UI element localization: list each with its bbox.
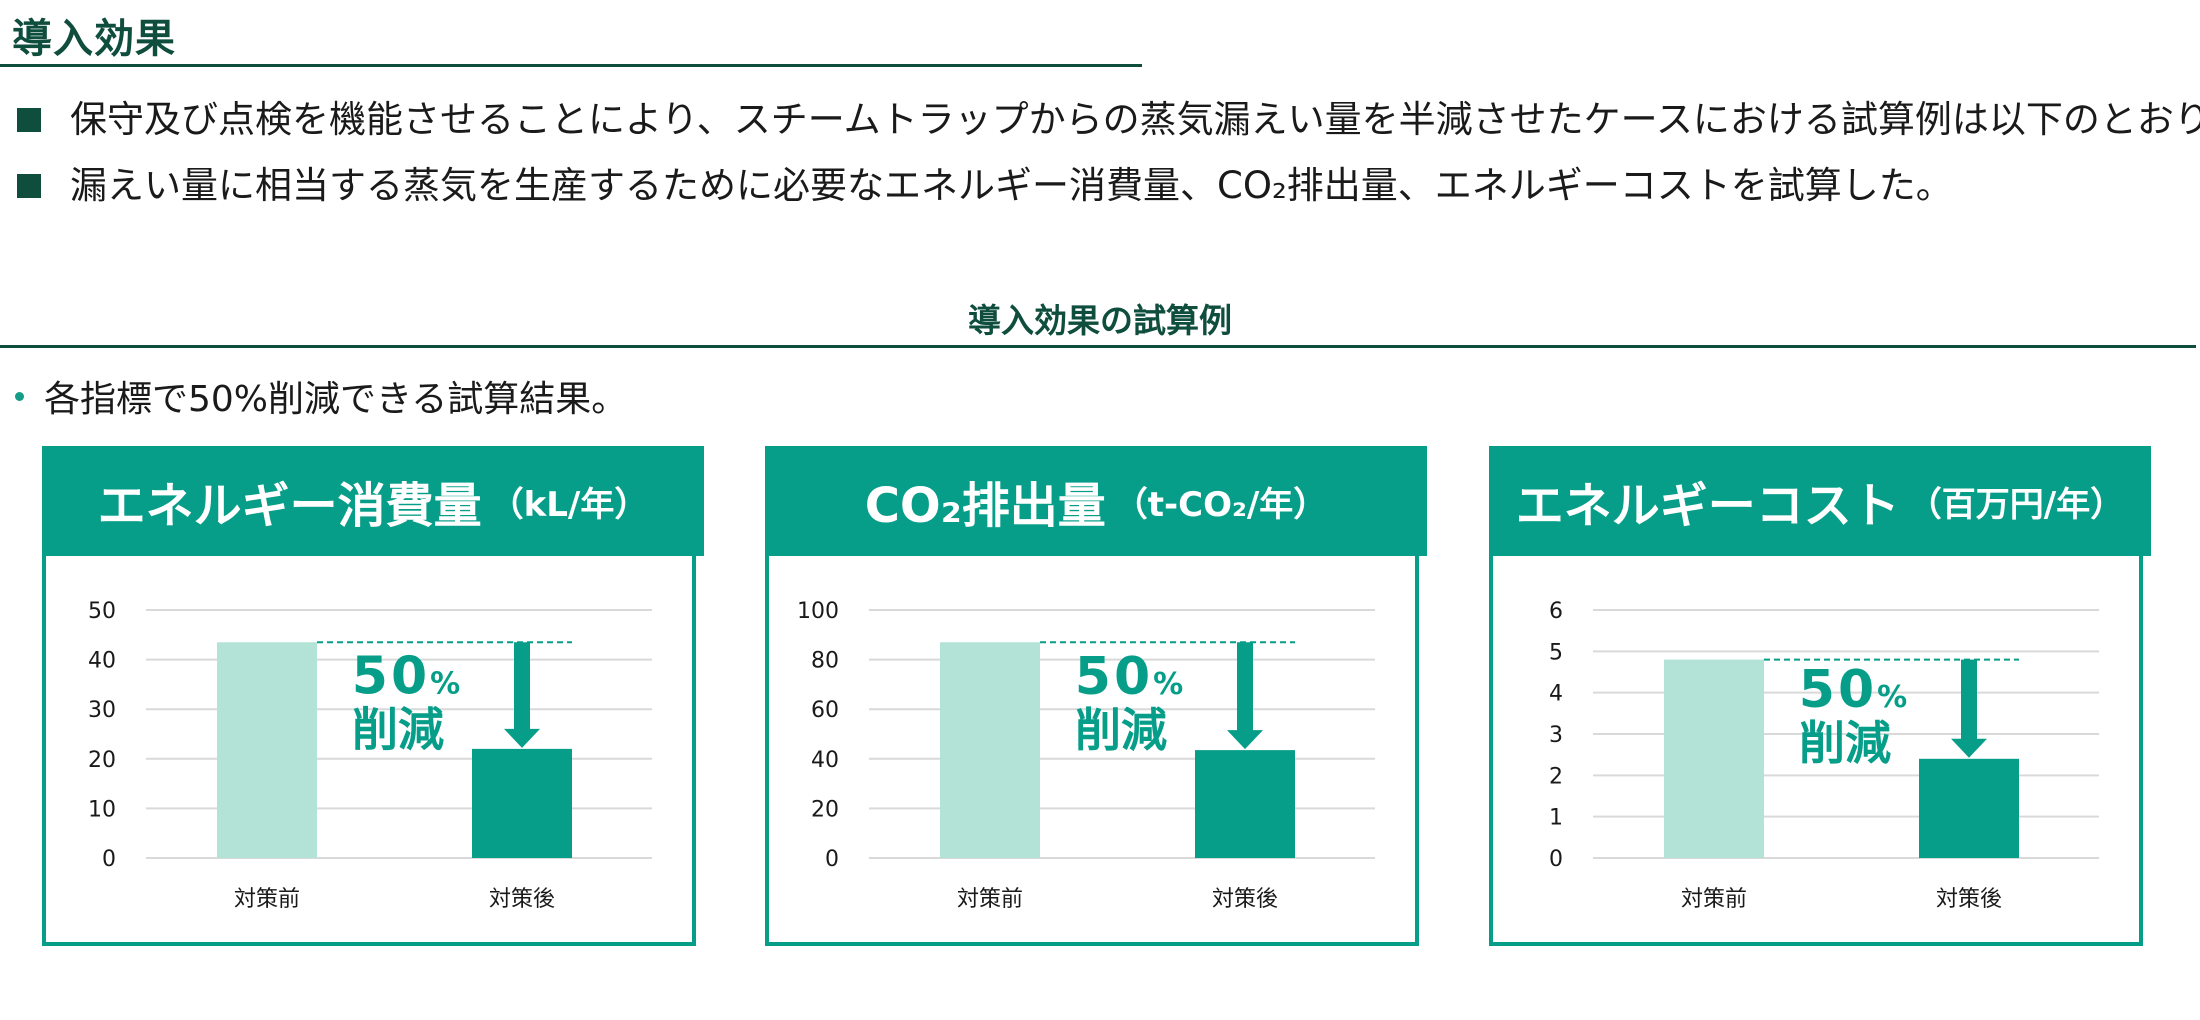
- reduction-percent-label: 50%: [1799, 660, 1907, 720]
- x-category-label: 対策後: [1212, 887, 1278, 912]
- chart-plot: 0 20 40 60 80 100 対策前 対策後 50%削減: [797, 599, 1375, 912]
- bar-after: [472, 748, 572, 858]
- chart-panel-header: CO₂排出量 （t-CO₂/年）: [765, 446, 1427, 556]
- bar-before: [940, 642, 1040, 858]
- x-category-label: 対策前: [1681, 887, 1747, 912]
- section-heading: 導入効果の試算例: [968, 301, 1232, 340]
- y-tick-label: 40: [88, 649, 116, 674]
- bullet-text: 保守及び点検を機能させることにより、スチームトラップからの蒸気漏えい量を半減させ…: [70, 98, 2200, 141]
- reduction-label: 削減: [1799, 716, 1891, 770]
- chart-title: CO₂排出量: [864, 478, 1106, 534]
- square-bullet-icon: [17, 174, 41, 198]
- square-bullet-icon: [17, 108, 41, 132]
- x-category-label: 対策前: [234, 887, 300, 912]
- reduction-arrow-head: [1227, 730, 1263, 750]
- y-tick-label: 50: [88, 599, 116, 624]
- y-tick-label: 4: [1549, 682, 1563, 707]
- chart-plot: 0 10 20 30 40 50 対策前 対策後 50%削減: [88, 599, 652, 912]
- y-tick-label: 5: [1549, 640, 1563, 665]
- section-underline: [0, 345, 2196, 348]
- chart-panel-energy: エネルギー消費量 （kL/年） 0 10 20 30 40 50 対策前 対策後 50% 削減: [42, 446, 704, 946]
- x-category-label: 対策前: [957, 887, 1023, 912]
- x-category-label: 対策後: [1936, 887, 2002, 912]
- y-tick-label: 30: [88, 698, 116, 723]
- chart-panel-co2: CO₂排出量 （t-CO₂/年） 0 20 40 60 80 100 対策前 対策後 50% 削減: [765, 446, 1427, 946]
- chart-unit: （t-CO₂/年）: [1113, 484, 1328, 525]
- bullet-text: 漏えい量に相当する蒸気を生産するために必要なエネルギー消費量、CO₂排出量、エネ…: [70, 164, 1953, 207]
- bar-after: [1195, 750, 1295, 858]
- note-text: 各指標で50%削減できる試算結果。: [44, 379, 628, 420]
- y-tick-label: 80: [811, 649, 839, 674]
- chart-panel-header: エネルギー消費量 （kL/年）: [42, 446, 704, 556]
- y-tick-label: 40: [811, 748, 839, 773]
- reduction-arrow-shaft: [1237, 642, 1253, 733]
- reduction-percent-value: 50: [352, 647, 430, 707]
- y-tick-label: 2: [1549, 764, 1563, 789]
- y-tick-label: 6: [1549, 599, 1563, 624]
- y-tick-label: 20: [88, 748, 116, 773]
- y-tick-label: 0: [825, 847, 839, 872]
- y-tick-label: 0: [1549, 847, 1563, 872]
- bullet-list: 保守及び点検を機能させることにより、スチームトラップからの蒸気漏えい量を半減させ…: [0, 86, 2200, 218]
- page-title: 導入効果: [12, 16, 176, 62]
- reduction-label: 削減: [352, 703, 444, 757]
- reduction-percent-label: 50%: [1075, 647, 1183, 707]
- bar-after: [1919, 758, 2019, 858]
- x-category-label: 対策後: [489, 887, 555, 912]
- y-tick-label: 100: [797, 599, 839, 624]
- y-tick-label: 3: [1549, 723, 1563, 748]
- bar-before: [217, 642, 317, 858]
- bar-before: [1664, 659, 1764, 858]
- chart-title: エネルギー消費量: [97, 478, 482, 534]
- reduction-label: 削減: [1075, 703, 1167, 757]
- y-tick-label: 60: [811, 698, 839, 723]
- chart-panel-cost: エネルギーコスト （百万円/年） 0 1 2 3 4 5 6 対策前 対策後 50% 削減: [1489, 446, 2151, 946]
- reduction-percent-value: 50: [1075, 647, 1153, 707]
- chart-plot: 0 1 2 3 4 5 6 対策前 対策後 50%削減: [1549, 599, 2099, 912]
- y-tick-label: 1: [1549, 806, 1563, 831]
- y-tick-label: 10: [88, 797, 116, 822]
- reduction-percent-sign: %: [1877, 680, 1907, 715]
- reduction-percent-label: 50%: [352, 647, 460, 707]
- reduction-percent-sign: %: [430, 667, 460, 702]
- y-tick-label: 20: [811, 797, 839, 822]
- bullet-item: 保守及び点検を機能させることにより、スチームトラップからの蒸気漏えい量を半減させ…: [0, 86, 2200, 152]
- reduction-arrow-shaft: [514, 642, 530, 731]
- chart-title: エネルギーコスト: [1515, 478, 1900, 534]
- y-tick-label: 0: [102, 847, 116, 872]
- reduction-arrow-shaft: [1961, 659, 1977, 741]
- bullet-item: 漏えい量に相当する蒸気を生産するために必要なエネルギー消費量、CO₂排出量、エネ…: [0, 152, 2200, 218]
- dot-bullet-icon: [15, 392, 24, 401]
- chart-unit: （百万円/年）: [1907, 484, 2125, 525]
- reduction-arrow-head: [1951, 738, 1987, 758]
- reduction-percent-sign: %: [1153, 667, 1183, 702]
- title-underline: [0, 64, 1142, 67]
- chart-unit: （kL/年）: [489, 484, 649, 525]
- chart-panel-header: エネルギーコスト （百万円/年）: [1489, 446, 2151, 556]
- reduction-arrow-head: [504, 728, 540, 748]
- reduction-percent-value: 50: [1799, 660, 1877, 720]
